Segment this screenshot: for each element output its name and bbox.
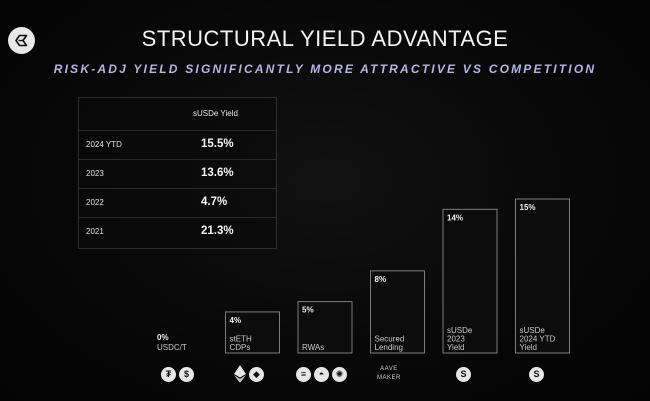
susde-2024-icon: S bbox=[529, 363, 544, 385]
bar bbox=[515, 198, 570, 354]
bar-category-label: Secured bbox=[375, 335, 405, 344]
bar-category-label: CDPs bbox=[230, 343, 251, 352]
usdc-t-icons: ₮ $ bbox=[161, 363, 194, 385]
page-subtitle: RISK-ADJ YIELD SIGNIFICANTLY MORE ATTRAC… bbox=[53, 62, 597, 76]
steth-icons: ◆ bbox=[234, 363, 264, 385]
lido-icon: ◆ bbox=[249, 366, 264, 382]
bar bbox=[370, 270, 425, 354]
row-value: 21.3% bbox=[201, 225, 234, 237]
bar bbox=[225, 311, 280, 354]
page-title: STRUCTURAL YIELD ADVANTAGE bbox=[141, 26, 509, 51]
susde-yield-table: sUSDe Yield 2024 YTD 15.5% 2023 13.6% 20… bbox=[78, 97, 277, 249]
ethereum-icon bbox=[234, 365, 246, 383]
susde-icon: S bbox=[456, 366, 471, 382]
column-header: sUSDe Yield bbox=[193, 109, 238, 118]
row-year: 2021 bbox=[86, 227, 104, 236]
bar-category-label: 2024 YTD bbox=[520, 335, 556, 344]
susde-2023-icon: S bbox=[456, 363, 471, 385]
bar bbox=[442, 208, 498, 354]
ondo-icon: ≡ bbox=[296, 366, 311, 382]
row-value: 4.7% bbox=[201, 196, 228, 208]
table-row: 2021 21.3% bbox=[79, 217, 276, 247]
row-value: 13.6% bbox=[201, 167, 234, 179]
table-row: 2023 13.6% bbox=[79, 159, 276, 189]
bar-category-label: sUSDe bbox=[520, 326, 546, 335]
bar-category-label: stETH bbox=[230, 335, 252, 344]
bar bbox=[297, 301, 353, 354]
bar-category-label: 2023 bbox=[447, 335, 465, 344]
bar-category-label: Yield bbox=[447, 343, 465, 352]
table-row: 2024 YTD 15.5% bbox=[79, 130, 276, 160]
row-year: 2024 YTD bbox=[86, 140, 122, 149]
bar-value-label: 0% bbox=[157, 333, 169, 342]
bar-value-label: 14% bbox=[447, 213, 463, 222]
protocol-icons-row: ₮ $ ◆ ≡ ◓ ✺ AAVE MAKER S S bbox=[0, 363, 650, 389]
bar-category-label: Yield bbox=[520, 343, 538, 352]
row-value: 15.5% bbox=[201, 138, 234, 150]
bar-category-label: USDC/T bbox=[157, 343, 187, 352]
susde-icon: S bbox=[529, 366, 544, 382]
bar-category-label: RWAs bbox=[302, 343, 324, 352]
table-row: 2022 4.7% bbox=[79, 188, 276, 218]
aave-icon: AAVE bbox=[380, 366, 398, 372]
table-header: sUSDe Yield bbox=[79, 98, 276, 130]
bar-value-label: 8% bbox=[375, 275, 387, 284]
bar-value-label: 5% bbox=[302, 306, 314, 315]
usdc-icon: $ bbox=[179, 366, 194, 382]
bar-category-label: Lending bbox=[375, 343, 403, 352]
bar-value-label: 15% bbox=[520, 203, 536, 212]
row-year: 2022 bbox=[86, 198, 104, 207]
centrifuge-icon: ✺ bbox=[332, 366, 347, 382]
rwas-icons: ≡ ◓ ✺ bbox=[296, 363, 347, 385]
secured-lending-icons: AAVE MAKER bbox=[377, 363, 401, 385]
ethena-logo-icon bbox=[8, 27, 35, 54]
aave-maker-icon: AAVE MAKER bbox=[377, 365, 401, 383]
tether-icon: ₮ bbox=[161, 366, 176, 382]
maker-icon: MAKER bbox=[377, 375, 401, 381]
row-year: 2023 bbox=[86, 169, 104, 178]
bar-category-label: sUSDe bbox=[447, 326, 473, 335]
mountain-icon: ◓ bbox=[314, 366, 329, 382]
bar-value-label: 4% bbox=[230, 316, 242, 325]
